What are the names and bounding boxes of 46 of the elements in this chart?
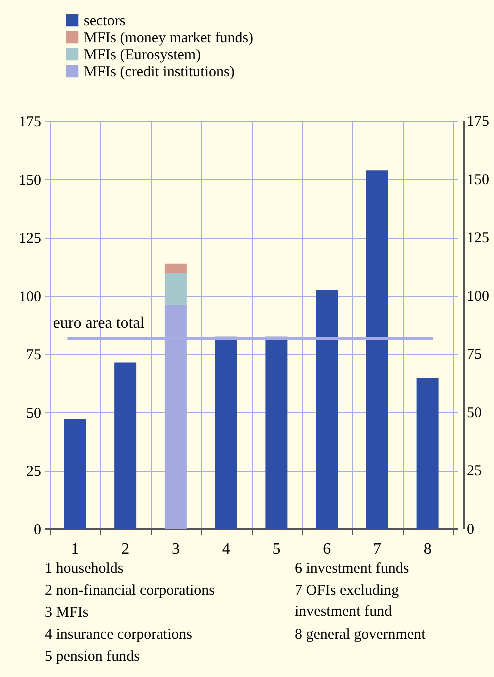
legend-label: MFIs (credit institutions) <box>84 64 235 80</box>
y-tick-label: 100 <box>19 289 42 306</box>
y-tick-label: 0 <box>34 522 42 538</box>
y-tick-label: 125 <box>19 231 42 248</box>
y2-tick-label: 50 <box>467 405 482 422</box>
text: 4 insurance corporations <box>45 627 193 643</box>
y2-tick-label: 150 <box>467 172 490 188</box>
bar <box>416 378 439 529</box>
y-tick-label: 175 <box>19 114 42 130</box>
x-tick-label: 4 <box>222 541 230 558</box>
x-tick-label: 3 <box>172 541 180 558</box>
x-tick-label: 1 <box>71 541 80 558</box>
text: 6 investment funds <box>295 561 410 577</box>
x-tick-label: 8 <box>424 541 432 558</box>
x-tick-label: 7 <box>373 541 382 558</box>
bar <box>215 336 238 529</box>
y2-tick-label: 125 <box>467 230 490 247</box>
y2-tick-label: 25 <box>467 464 482 480</box>
ref-line-label: euro area total <box>53 314 146 332</box>
text: 3 MFIs <box>45 605 89 621</box>
bar <box>64 419 86 529</box>
text: 8 general government <box>295 627 427 643</box>
x-tick-label: 6 <box>323 541 332 558</box>
bar <box>266 336 288 529</box>
bar <box>316 290 338 529</box>
y2-tick-label: 100 <box>467 288 490 305</box>
x-tick-label: 5 <box>272 541 281 558</box>
legend-label: MFIs (money market funds) <box>84 30 254 46</box>
y-tick-label: 150 <box>19 172 42 189</box>
text: 2 non-financial corporations <box>45 583 216 599</box>
bar <box>114 362 137 529</box>
x-tick-label: 2 <box>122 541 130 558</box>
y2-tick-label: 75 <box>467 347 482 364</box>
y-tick-label: 25 <box>26 464 42 480</box>
y2-tick-label: 0 <box>467 522 474 538</box>
text: 7 OFIs excluding investment fund <box>295 583 400 620</box>
legend-label: sectors <box>84 14 126 30</box>
legend-label: MFIs (Eurosystem) <box>84 48 202 64</box>
bar <box>164 273 187 306</box>
bar <box>366 170 388 529</box>
y2-tick-label: 175 <box>467 114 490 130</box>
text: 5 pension funds <box>45 649 140 665</box>
y-tick-label: 50 <box>26 406 42 422</box>
text: 1 households <box>45 561 124 577</box>
bar <box>164 264 187 274</box>
y-tick-label: 75 <box>26 348 42 364</box>
